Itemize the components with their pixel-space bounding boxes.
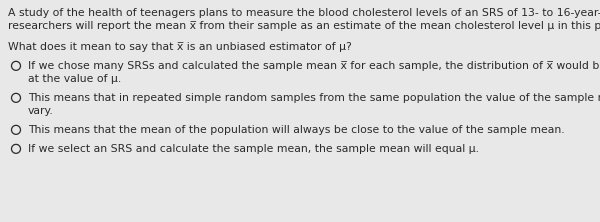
Text: A study of the health of teenagers plans to measure the blood cholesterol levels: A study of the health of teenagers plans…	[8, 8, 600, 18]
Text: at the value of μ.: at the value of μ.	[28, 74, 121, 84]
Text: What does it mean to say that x̅ is an unbiased estimator of μ?: What does it mean to say that x̅ is an u…	[8, 42, 352, 52]
Text: If we select an SRS and calculate the sample mean, the sample mean will equal μ.: If we select an SRS and calculate the sa…	[28, 144, 479, 154]
Text: If we chose many SRSs and calculated the sample mean x̅ for each sample, the dis: If we chose many SRSs and calculated the…	[28, 61, 600, 71]
Text: This means that in repeated simple random samples from the same population the v: This means that in repeated simple rando…	[28, 93, 600, 103]
Text: This means that the mean of the population will always be close to the value of : This means that the mean of the populati…	[28, 125, 565, 135]
Text: vary.: vary.	[28, 106, 54, 116]
Text: researchers will report the mean x̅ from their sample as an estimate of the mean: researchers will report the mean x̅ from…	[8, 21, 600, 31]
